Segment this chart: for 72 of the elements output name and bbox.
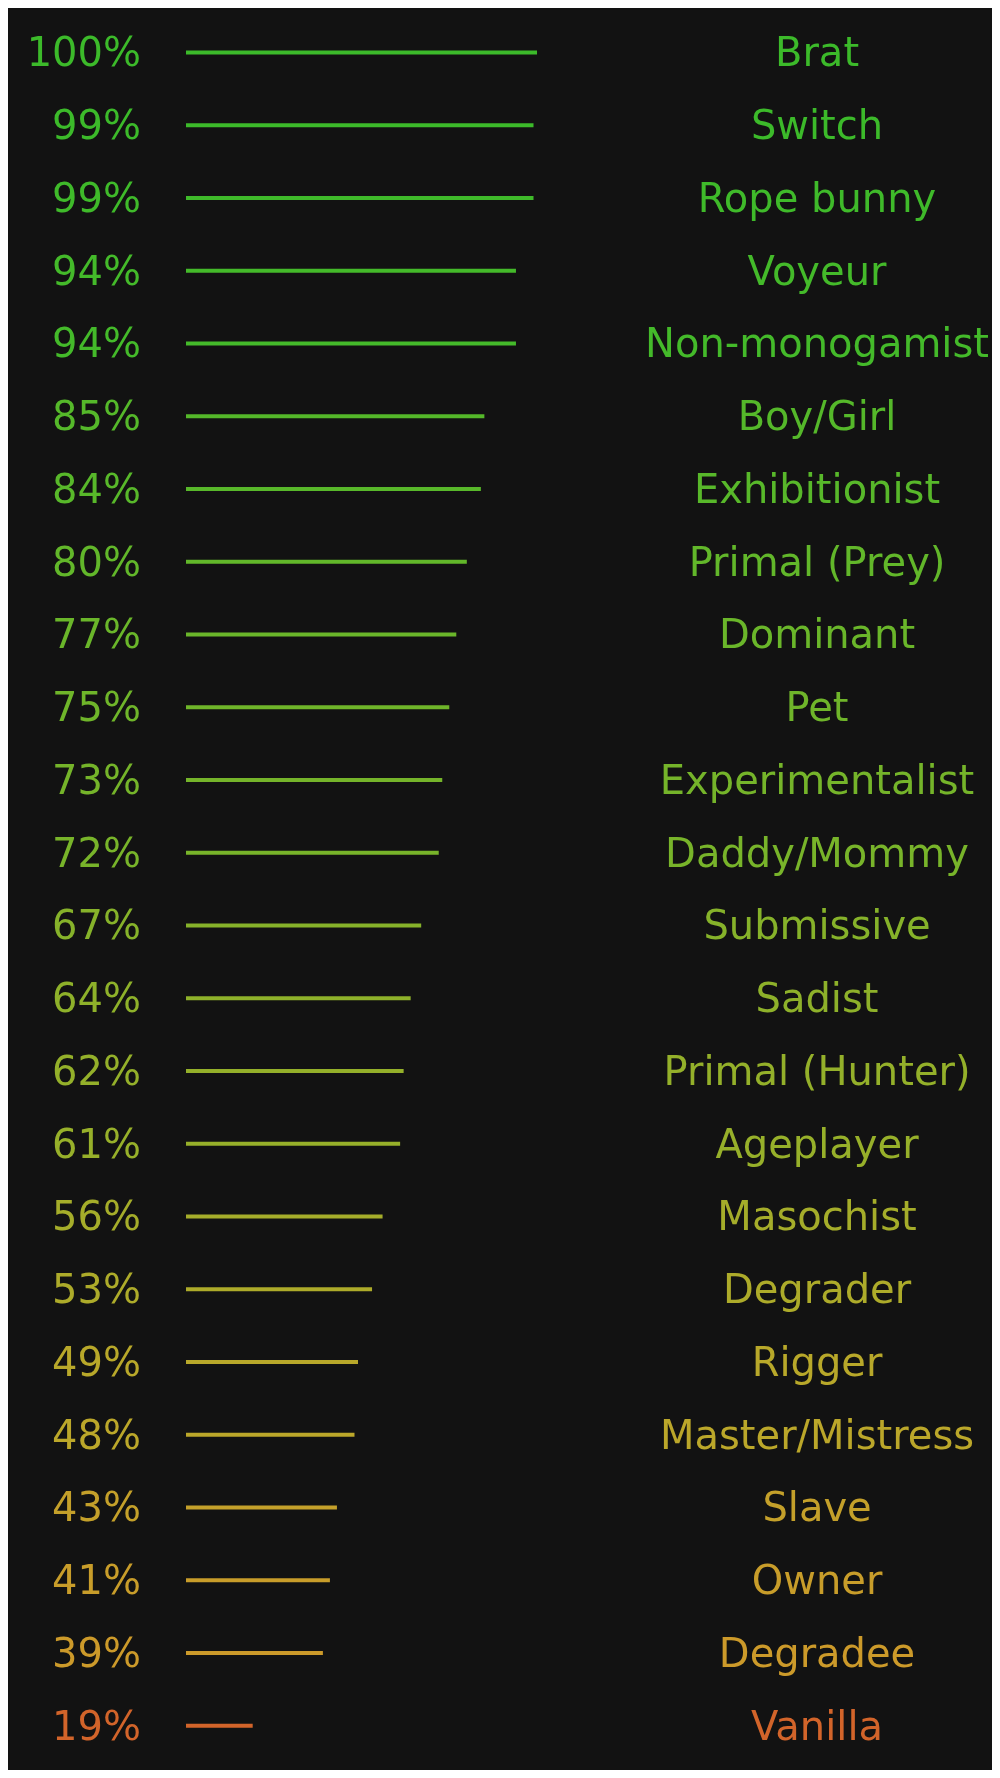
bar bbox=[186, 1723, 253, 1728]
y-tick-label: Vanilla bbox=[751, 1702, 884, 1749]
data-label: 75% bbox=[52, 684, 141, 731]
data-label: 100% bbox=[26, 29, 141, 76]
data-label: 94% bbox=[52, 320, 141, 367]
data-label: 94% bbox=[52, 247, 141, 294]
data-label: 99% bbox=[52, 174, 141, 221]
y-tick-label: Owner bbox=[751, 1557, 883, 1604]
data-label: 85% bbox=[52, 393, 141, 440]
y-tick-label: Slave bbox=[762, 1484, 872, 1531]
bar bbox=[186, 996, 411, 1001]
data-label: 61% bbox=[52, 1120, 141, 1167]
bar bbox=[186, 268, 516, 273]
bar bbox=[186, 1068, 404, 1073]
data-label: 73% bbox=[52, 756, 141, 803]
data-label: 53% bbox=[52, 1266, 141, 1313]
data-label: 41% bbox=[52, 1557, 141, 1604]
bar bbox=[186, 1578, 330, 1583]
bar bbox=[186, 1650, 323, 1655]
bar bbox=[186, 1287, 373, 1292]
y-tick-label: Boy/Girl bbox=[737, 393, 897, 440]
y-tick-label: Brat bbox=[774, 29, 860, 76]
y-tick-label: Non-monogamist bbox=[645, 320, 989, 367]
bar bbox=[186, 632, 457, 637]
data-label: 84% bbox=[52, 465, 141, 512]
y-tick-label: Primal (Hunter) bbox=[663, 1047, 971, 1094]
y-tick-label: Master/Mistress bbox=[659, 1411, 975, 1458]
y-tick-label: Degradee bbox=[718, 1629, 916, 1676]
y-tick-label: Voyeur bbox=[747, 247, 887, 294]
y-tick-label: Degrader bbox=[722, 1266, 912, 1313]
data-label: 49% bbox=[52, 1338, 141, 1385]
y-tick-label: Experimentalist bbox=[659, 756, 975, 803]
bar bbox=[186, 1214, 383, 1219]
y-tick-label: Ageplayer bbox=[715, 1120, 920, 1167]
y-tick-label: Dominant bbox=[718, 611, 916, 658]
data-label: 64% bbox=[52, 975, 141, 1022]
bar bbox=[186, 123, 534, 128]
data-label: 80% bbox=[52, 538, 141, 585]
bar bbox=[186, 1141, 401, 1146]
bar bbox=[186, 195, 534, 200]
y-tick-label: Sadist bbox=[755, 975, 879, 1022]
bar bbox=[186, 705, 450, 710]
data-label: 77% bbox=[52, 611, 141, 658]
data-label: 19% bbox=[52, 1702, 141, 1749]
data-label: 99% bbox=[52, 102, 141, 149]
bar bbox=[186, 1505, 337, 1510]
bar bbox=[186, 341, 516, 346]
bar bbox=[186, 486, 481, 491]
y-tick-label: Rigger bbox=[751, 1338, 883, 1385]
y-tick-label: Exhibitionist bbox=[693, 465, 941, 512]
y-tick-label: Pet bbox=[785, 684, 849, 731]
bar bbox=[186, 777, 443, 782]
data-label: 62% bbox=[52, 1047, 141, 1094]
y-tick-label: Switch bbox=[750, 102, 884, 149]
bar bbox=[186, 1359, 358, 1364]
y-tick-label: Primal (Prey) bbox=[688, 538, 946, 585]
y-tick-label: Masochist bbox=[717, 1193, 917, 1240]
bar bbox=[186, 50, 538, 55]
y-tick-label: Daddy/Mommy bbox=[665, 829, 969, 876]
bar bbox=[186, 923, 422, 928]
data-label: 48% bbox=[52, 1411, 141, 1458]
y-tick-label: Submissive bbox=[703, 902, 931, 949]
data-label: 72% bbox=[52, 829, 141, 876]
bar bbox=[186, 414, 485, 419]
data-label: 56% bbox=[52, 1193, 141, 1240]
bar bbox=[186, 559, 467, 564]
data-label: 39% bbox=[52, 1629, 141, 1676]
data-label: 43% bbox=[52, 1484, 141, 1531]
data-label: 67% bbox=[52, 902, 141, 949]
bar bbox=[186, 850, 439, 855]
bar bbox=[186, 1432, 355, 1437]
y-tick-label: Rope bunny bbox=[697, 174, 937, 221]
